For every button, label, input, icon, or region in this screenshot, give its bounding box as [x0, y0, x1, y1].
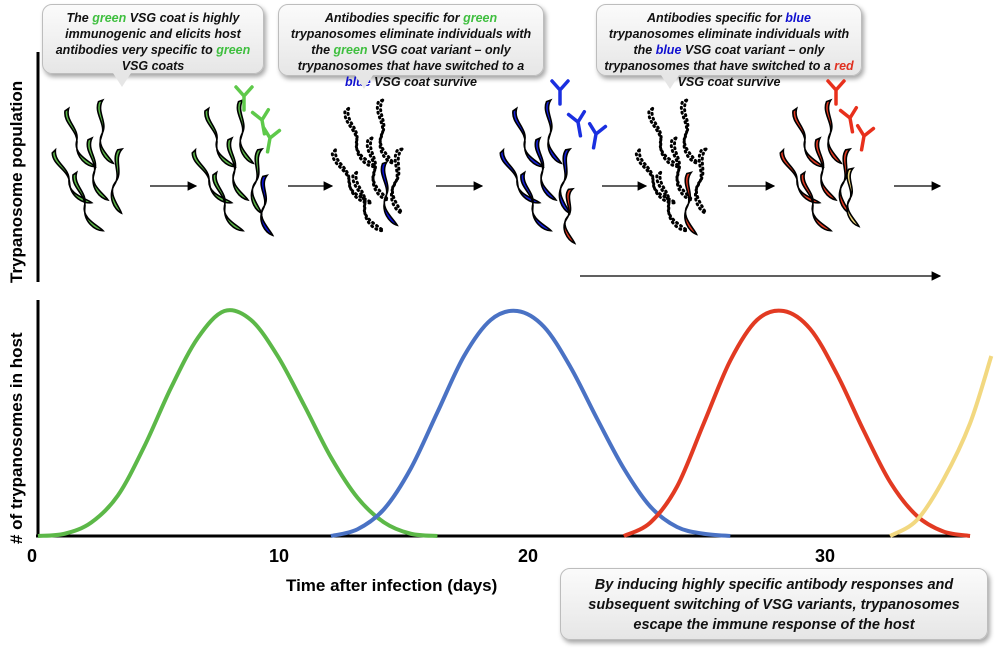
antibody-icon	[234, 85, 254, 112]
dead-trypanosome	[365, 134, 392, 202]
callout-text: Antibodies specific for blue trypanosome…	[604, 11, 854, 89]
series-line-2	[622, 308, 971, 538]
trypanosome	[212, 170, 245, 232]
dead-trypanosome	[390, 146, 406, 216]
antibody-icon	[826, 79, 846, 106]
callout-green-eliminated: Antibodies specific for green trypanosom…	[278, 4, 544, 89]
trypanosome	[236, 98, 255, 165]
callout-pointer	[355, 75, 373, 89]
trypanosome	[380, 160, 399, 227]
antibody-icon	[855, 123, 876, 152]
antibody-icon	[261, 125, 282, 154]
x-tick-label: 10	[269, 546, 290, 566]
trypanosome	[814, 136, 838, 202]
callout-text: The green VSG coat is highly immunogenic…	[55, 11, 251, 73]
trypanosome	[563, 187, 577, 245]
series-line-0	[37, 308, 438, 538]
trypanosome	[110, 147, 125, 215]
dead-trypanosome	[343, 104, 379, 169]
dead-trypanosome	[655, 168, 691, 233]
trypanosome	[534, 136, 558, 202]
series-line-1	[330, 308, 731, 538]
dead-trypanosome	[694, 146, 710, 216]
dead-trypanosome	[669, 134, 696, 202]
callout-blue-eliminated: Antibodies specific for blue trypanosome…	[596, 4, 862, 89]
dead-trypanosome	[375, 97, 397, 166]
trypanosome	[544, 98, 563, 165]
trypanosome	[191, 147, 234, 204]
dead-trypanosome	[330, 145, 376, 205]
trypanosome	[800, 170, 833, 232]
antibody-icon	[566, 109, 587, 138]
callout-text: Antibodies specific for green trypanosom…	[290, 11, 532, 89]
trypanosome	[520, 170, 553, 232]
trypanosome	[226, 136, 250, 202]
antibody-icon	[838, 105, 859, 134]
x-tick-label: 20	[518, 546, 539, 566]
trypanosome	[499, 147, 542, 204]
conclusion-text: By inducing highly specific antibody res…	[588, 577, 960, 633]
series-line-3	[889, 355, 994, 538]
antibody-icon	[587, 121, 608, 150]
dead-trypanosome	[647, 104, 683, 169]
trypanosome	[96, 98, 115, 165]
trypanosome	[51, 147, 94, 204]
trypanosome	[86, 136, 110, 202]
x-tick-label: 0	[27, 546, 38, 566]
trypanosome	[824, 98, 843, 165]
chart-xlabel: Time after infection (days)	[286, 576, 498, 595]
antibody-icon	[250, 107, 271, 136]
conclusion-callout: By inducing highly specific antibody res…	[560, 568, 988, 640]
callout-pointer	[661, 75, 679, 89]
trypanosome	[684, 171, 699, 236]
dead-trypanosome	[679, 97, 701, 166]
dead-trypanosome	[351, 168, 387, 233]
x-tick-label: 30	[815, 546, 836, 566]
trypanosome	[72, 170, 105, 232]
callout-pointer	[113, 73, 131, 87]
callout-green-immunogenic: The green VSG coat is highly immunogenic…	[42, 4, 264, 87]
antibody-icon	[550, 79, 570, 106]
trypanosome	[260, 174, 275, 237]
trypanosome	[846, 167, 861, 228]
dead-trypanosome	[634, 145, 680, 205]
trypanosome	[779, 147, 822, 204]
